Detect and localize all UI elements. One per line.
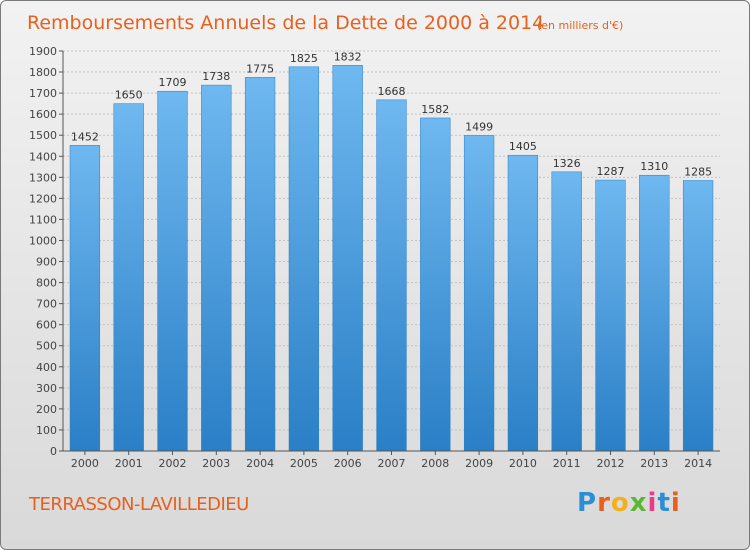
value-label: 1452 bbox=[71, 130, 99, 143]
value-label: 1582 bbox=[421, 103, 449, 116]
x-tick-label: 2002 bbox=[159, 457, 187, 470]
value-label: 1775 bbox=[246, 62, 274, 75]
value-label: 1326 bbox=[553, 157, 581, 170]
x-tick-label: 2004 bbox=[246, 457, 274, 470]
y-tick-label: 0 bbox=[50, 445, 57, 458]
x-tick-label: 2003 bbox=[202, 457, 230, 470]
value-label: 1285 bbox=[684, 165, 712, 178]
value-label: 1738 bbox=[202, 70, 230, 83]
y-tick-label: 700 bbox=[36, 298, 57, 311]
bar-2002 bbox=[157, 90, 188, 452]
value-label: 1709 bbox=[159, 76, 187, 89]
value-label: 1405 bbox=[509, 140, 537, 153]
x-tick-label: 2005 bbox=[290, 457, 318, 470]
x-axis-ticks: 2000 2001 2002 2003 2004 2005 2006 2007 2008 2009… bbox=[71, 451, 712, 470]
value-label: 1499 bbox=[465, 120, 493, 133]
bar-2010 bbox=[507, 154, 539, 452]
y-tick-label: 500 bbox=[36, 340, 57, 353]
y-tick-label: 1100 bbox=[29, 213, 57, 226]
x-tick-label: 2007 bbox=[378, 457, 406, 470]
y-tick-label: 1700 bbox=[29, 87, 57, 100]
y-tick-label: 1900 bbox=[29, 45, 57, 58]
value-labels: 1452 1650 1709 1738 1775 1825 1832 1668 1582 1499… bbox=[71, 50, 712, 178]
y-tick-label: 1600 bbox=[29, 108, 57, 121]
value-label: 1650 bbox=[115, 89, 143, 102]
bar-2007 bbox=[376, 99, 407, 452]
value-label: 1287 bbox=[597, 165, 625, 178]
x-tick-label: 2014 bbox=[684, 457, 712, 470]
y-tick-label: 1400 bbox=[29, 150, 57, 163]
bar-2005 bbox=[288, 66, 320, 452]
logo-letter: t bbox=[657, 488, 671, 518]
x-tick-label: 2011 bbox=[553, 457, 581, 470]
place-name: TERRASSON-LAVILLEDIEU bbox=[29, 494, 249, 515]
bar-2011 bbox=[551, 171, 582, 452]
chart-title: Remboursements Annuels de la Dette de 20… bbox=[27, 12, 544, 34]
y-tick-label: 300 bbox=[36, 382, 57, 395]
x-tick-label: 2013 bbox=[640, 457, 668, 470]
logo-letter: o bbox=[610, 488, 630, 518]
chart-unit-note: (en milliers d'€) bbox=[537, 19, 623, 32]
bar-2008 bbox=[420, 117, 451, 452]
logo-letter: i bbox=[670, 488, 681, 518]
y-tick-label: 400 bbox=[36, 361, 57, 374]
bars bbox=[69, 65, 714, 452]
y-tick-label: 1000 bbox=[29, 234, 57, 247]
y-tick-label: 800 bbox=[36, 277, 57, 290]
bar-2009 bbox=[463, 135, 495, 452]
x-tick-label: 2012 bbox=[597, 457, 625, 470]
bar-2006 bbox=[332, 65, 363, 452]
bar-2004 bbox=[244, 77, 276, 452]
bar-2000 bbox=[69, 145, 101, 452]
x-tick-label: 2010 bbox=[509, 457, 537, 470]
x-tick-label: 2008 bbox=[421, 457, 449, 470]
y-axis-ticks: 0 100 200 300 400 500 600 700 800 900 1000 1100 1200… bbox=[29, 45, 63, 458]
logo-letter: P bbox=[577, 488, 598, 518]
bar-2012 bbox=[595, 179, 626, 452]
bar-2003 bbox=[201, 84, 232, 452]
y-tick-label: 600 bbox=[36, 319, 57, 332]
value-label: 1310 bbox=[640, 160, 668, 173]
logo-letter: x bbox=[629, 488, 648, 518]
value-label: 1825 bbox=[290, 52, 318, 65]
x-tick-label: 2001 bbox=[115, 457, 143, 470]
x-tick-label: 2009 bbox=[465, 457, 493, 470]
y-tick-label: 200 bbox=[36, 403, 57, 416]
y-tick-label: 1800 bbox=[29, 66, 57, 79]
proxiti-logo[interactable]: Proxiti bbox=[577, 488, 681, 518]
y-tick-label: 100 bbox=[36, 424, 57, 437]
bar-2014 bbox=[682, 180, 714, 452]
bar-2001 bbox=[113, 103, 144, 452]
y-tick-label: 900 bbox=[36, 256, 57, 269]
bar-2013 bbox=[639, 174, 670, 452]
value-label: 1832 bbox=[334, 50, 362, 63]
x-tick-label: 2000 bbox=[71, 457, 99, 470]
y-tick-label: 1200 bbox=[29, 192, 57, 205]
x-tick-label: 2006 bbox=[334, 457, 362, 470]
value-label: 1668 bbox=[378, 85, 406, 98]
logo-letter: i bbox=[647, 488, 658, 518]
y-tick-label: 1500 bbox=[29, 129, 57, 142]
y-tick-label: 1300 bbox=[29, 171, 57, 184]
logo-letter: r bbox=[597, 488, 611, 518]
